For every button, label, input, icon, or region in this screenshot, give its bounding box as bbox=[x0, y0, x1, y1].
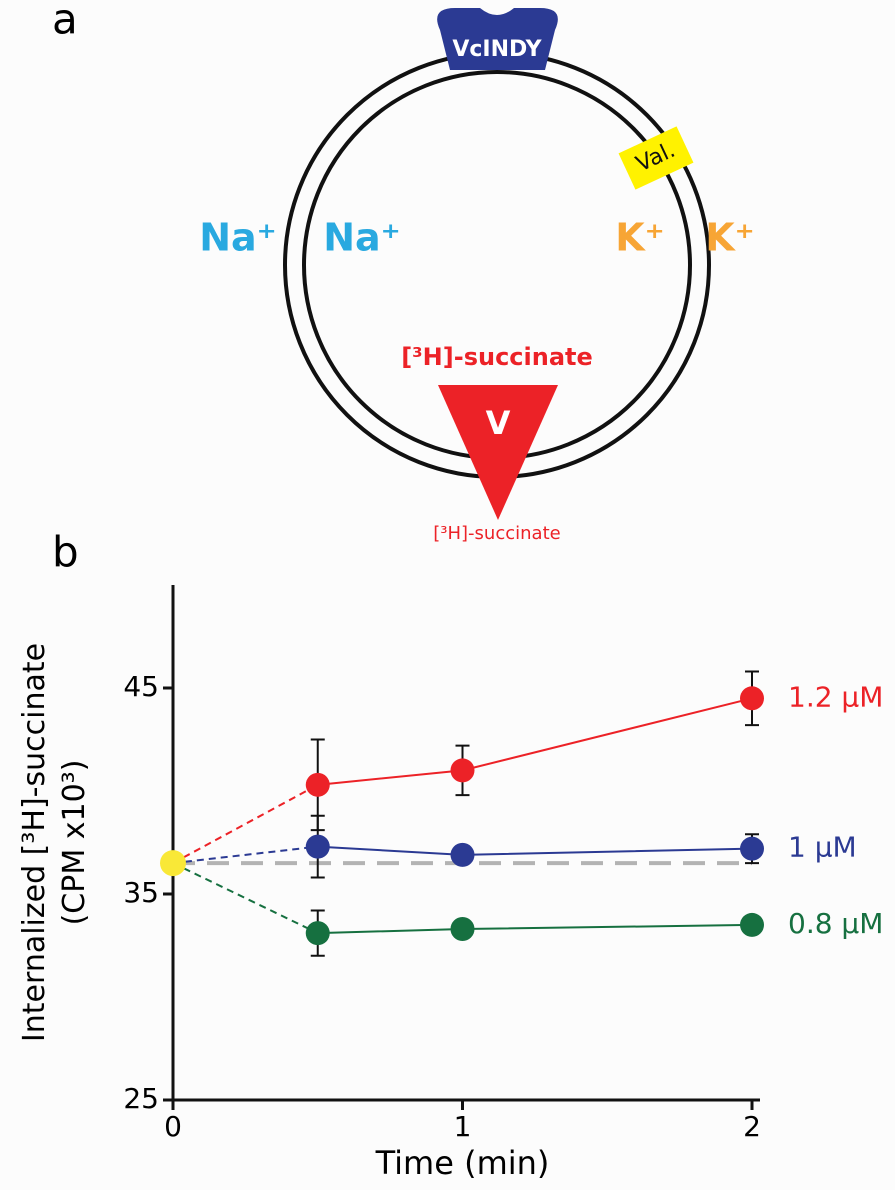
x-tick-label: 2 bbox=[743, 1110, 761, 1143]
substrate-label: [³H]-succinate bbox=[433, 523, 560, 544]
data-point bbox=[450, 917, 475, 942]
connector bbox=[172, 862, 319, 935]
y-tick-label: 35 bbox=[123, 876, 159, 909]
data-point bbox=[740, 686, 764, 711]
data-point bbox=[305, 921, 330, 946]
ion-label: K⁺ bbox=[615, 216, 665, 260]
y-axis-title-line: Internalized [³H]-succinate bbox=[17, 643, 52, 1042]
vesicle-label: V bbox=[486, 404, 511, 442]
ion-label: Na⁺ bbox=[323, 216, 401, 260]
vesicle-triangle bbox=[438, 385, 558, 520]
y-axis-title-line: (CPM x10³) bbox=[57, 760, 92, 926]
series-line bbox=[317, 845, 753, 856]
transporter-shape bbox=[437, 8, 558, 70]
connector bbox=[172, 783, 319, 864]
x-tick-label: 0 bbox=[164, 1110, 182, 1143]
ion-label: K⁺ bbox=[705, 216, 755, 260]
chart: 25 35 45 0 1 2 Time (min) Internalized [³H]-suc… bbox=[17, 585, 883, 1182]
connector bbox=[172, 845, 318, 865]
panel-label: a bbox=[52, 0, 78, 44]
y-tick-label: 25 bbox=[123, 1082, 159, 1115]
start-point bbox=[160, 850, 186, 877]
panel-label: b bbox=[52, 528, 79, 577]
data-point bbox=[450, 758, 475, 783]
series-line bbox=[317, 697, 753, 786]
data-point bbox=[450, 842, 475, 867]
series-label: 1 μM bbox=[788, 831, 857, 864]
transporter-label: VcINDY bbox=[452, 37, 542, 62]
x-tick-label: 1 bbox=[454, 1110, 472, 1143]
y-tick-label: 45 bbox=[123, 670, 159, 703]
substrate-label: [³H]-succinate bbox=[401, 343, 593, 371]
data-point bbox=[305, 834, 330, 859]
x-axis-title: Time (min) bbox=[375, 1144, 550, 1182]
y-axis-title: Internalized [³H]-succinate (CPM x10³) bbox=[17, 643, 92, 1042]
data-point bbox=[305, 772, 330, 797]
series-label: 0.8 μM bbox=[788, 907, 883, 940]
data-point bbox=[740, 912, 764, 937]
ionophore-box bbox=[618, 126, 694, 190]
series-label: 1.2 μM bbox=[788, 680, 883, 713]
series-line bbox=[317, 923, 753, 935]
data-point bbox=[740, 836, 764, 861]
ion-label: Na⁺ bbox=[199, 216, 277, 260]
